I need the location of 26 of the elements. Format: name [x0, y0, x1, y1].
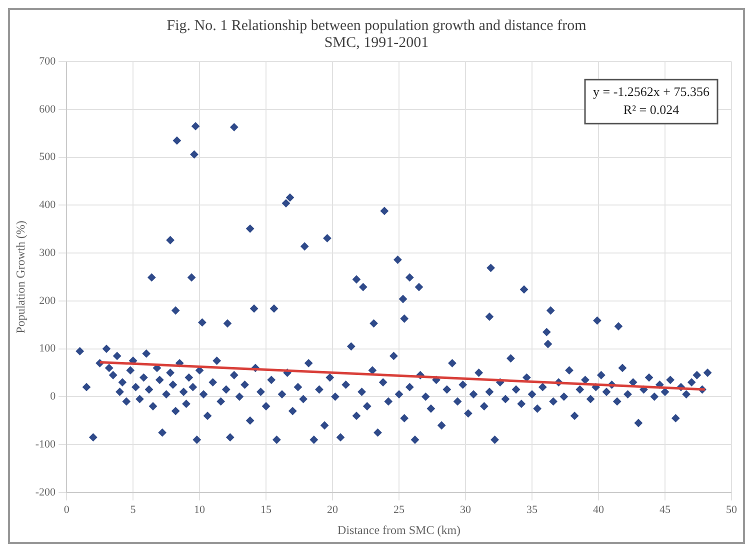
y-tick-label: 300 [39, 246, 56, 259]
x-tick-label: 15 [260, 504, 272, 516]
x-tick-label: 20 [327, 504, 339, 516]
y-tick-label: -200 [35, 486, 56, 498]
y-tick-label: 700 [39, 55, 56, 68]
annotation: y = -1.2562x + 75.356 [593, 84, 710, 100]
y-tick-label: 400 [39, 199, 56, 212]
x-tick-label: 50 [726, 504, 738, 516]
y-tick-label: 0 [50, 390, 56, 403]
x-tick-label: 5 [130, 504, 136, 516]
y-axis-title: Population Growth (%) [13, 220, 28, 334]
annotation: R² = 0.024 [623, 102, 680, 118]
y-tick-label: 500 [39, 151, 56, 164]
chart-title: Fig. No. 1 Relationship between population growth and distance from SMC, 1991-2001 [166, 17, 588, 52]
y-tick-label: 200 [39, 294, 56, 307]
x-tick-label: 25 [394, 504, 406, 516]
x-tick-label: 40 [593, 504, 605, 516]
x-tick-label: 35 [526, 504, 538, 516]
x-tick-label: 45 [660, 504, 672, 516]
x-tick-label: 30 [460, 504, 472, 516]
x-tick-label: 0 [64, 504, 70, 516]
y-tick-label: 600 [39, 103, 56, 116]
x-axis-title: Distance from SMC (km) [338, 522, 461, 537]
y-tick-label: 100 [39, 342, 56, 355]
y-tick-label: -100 [35, 438, 56, 450]
x-tick-label: 10 [194, 504, 206, 516]
